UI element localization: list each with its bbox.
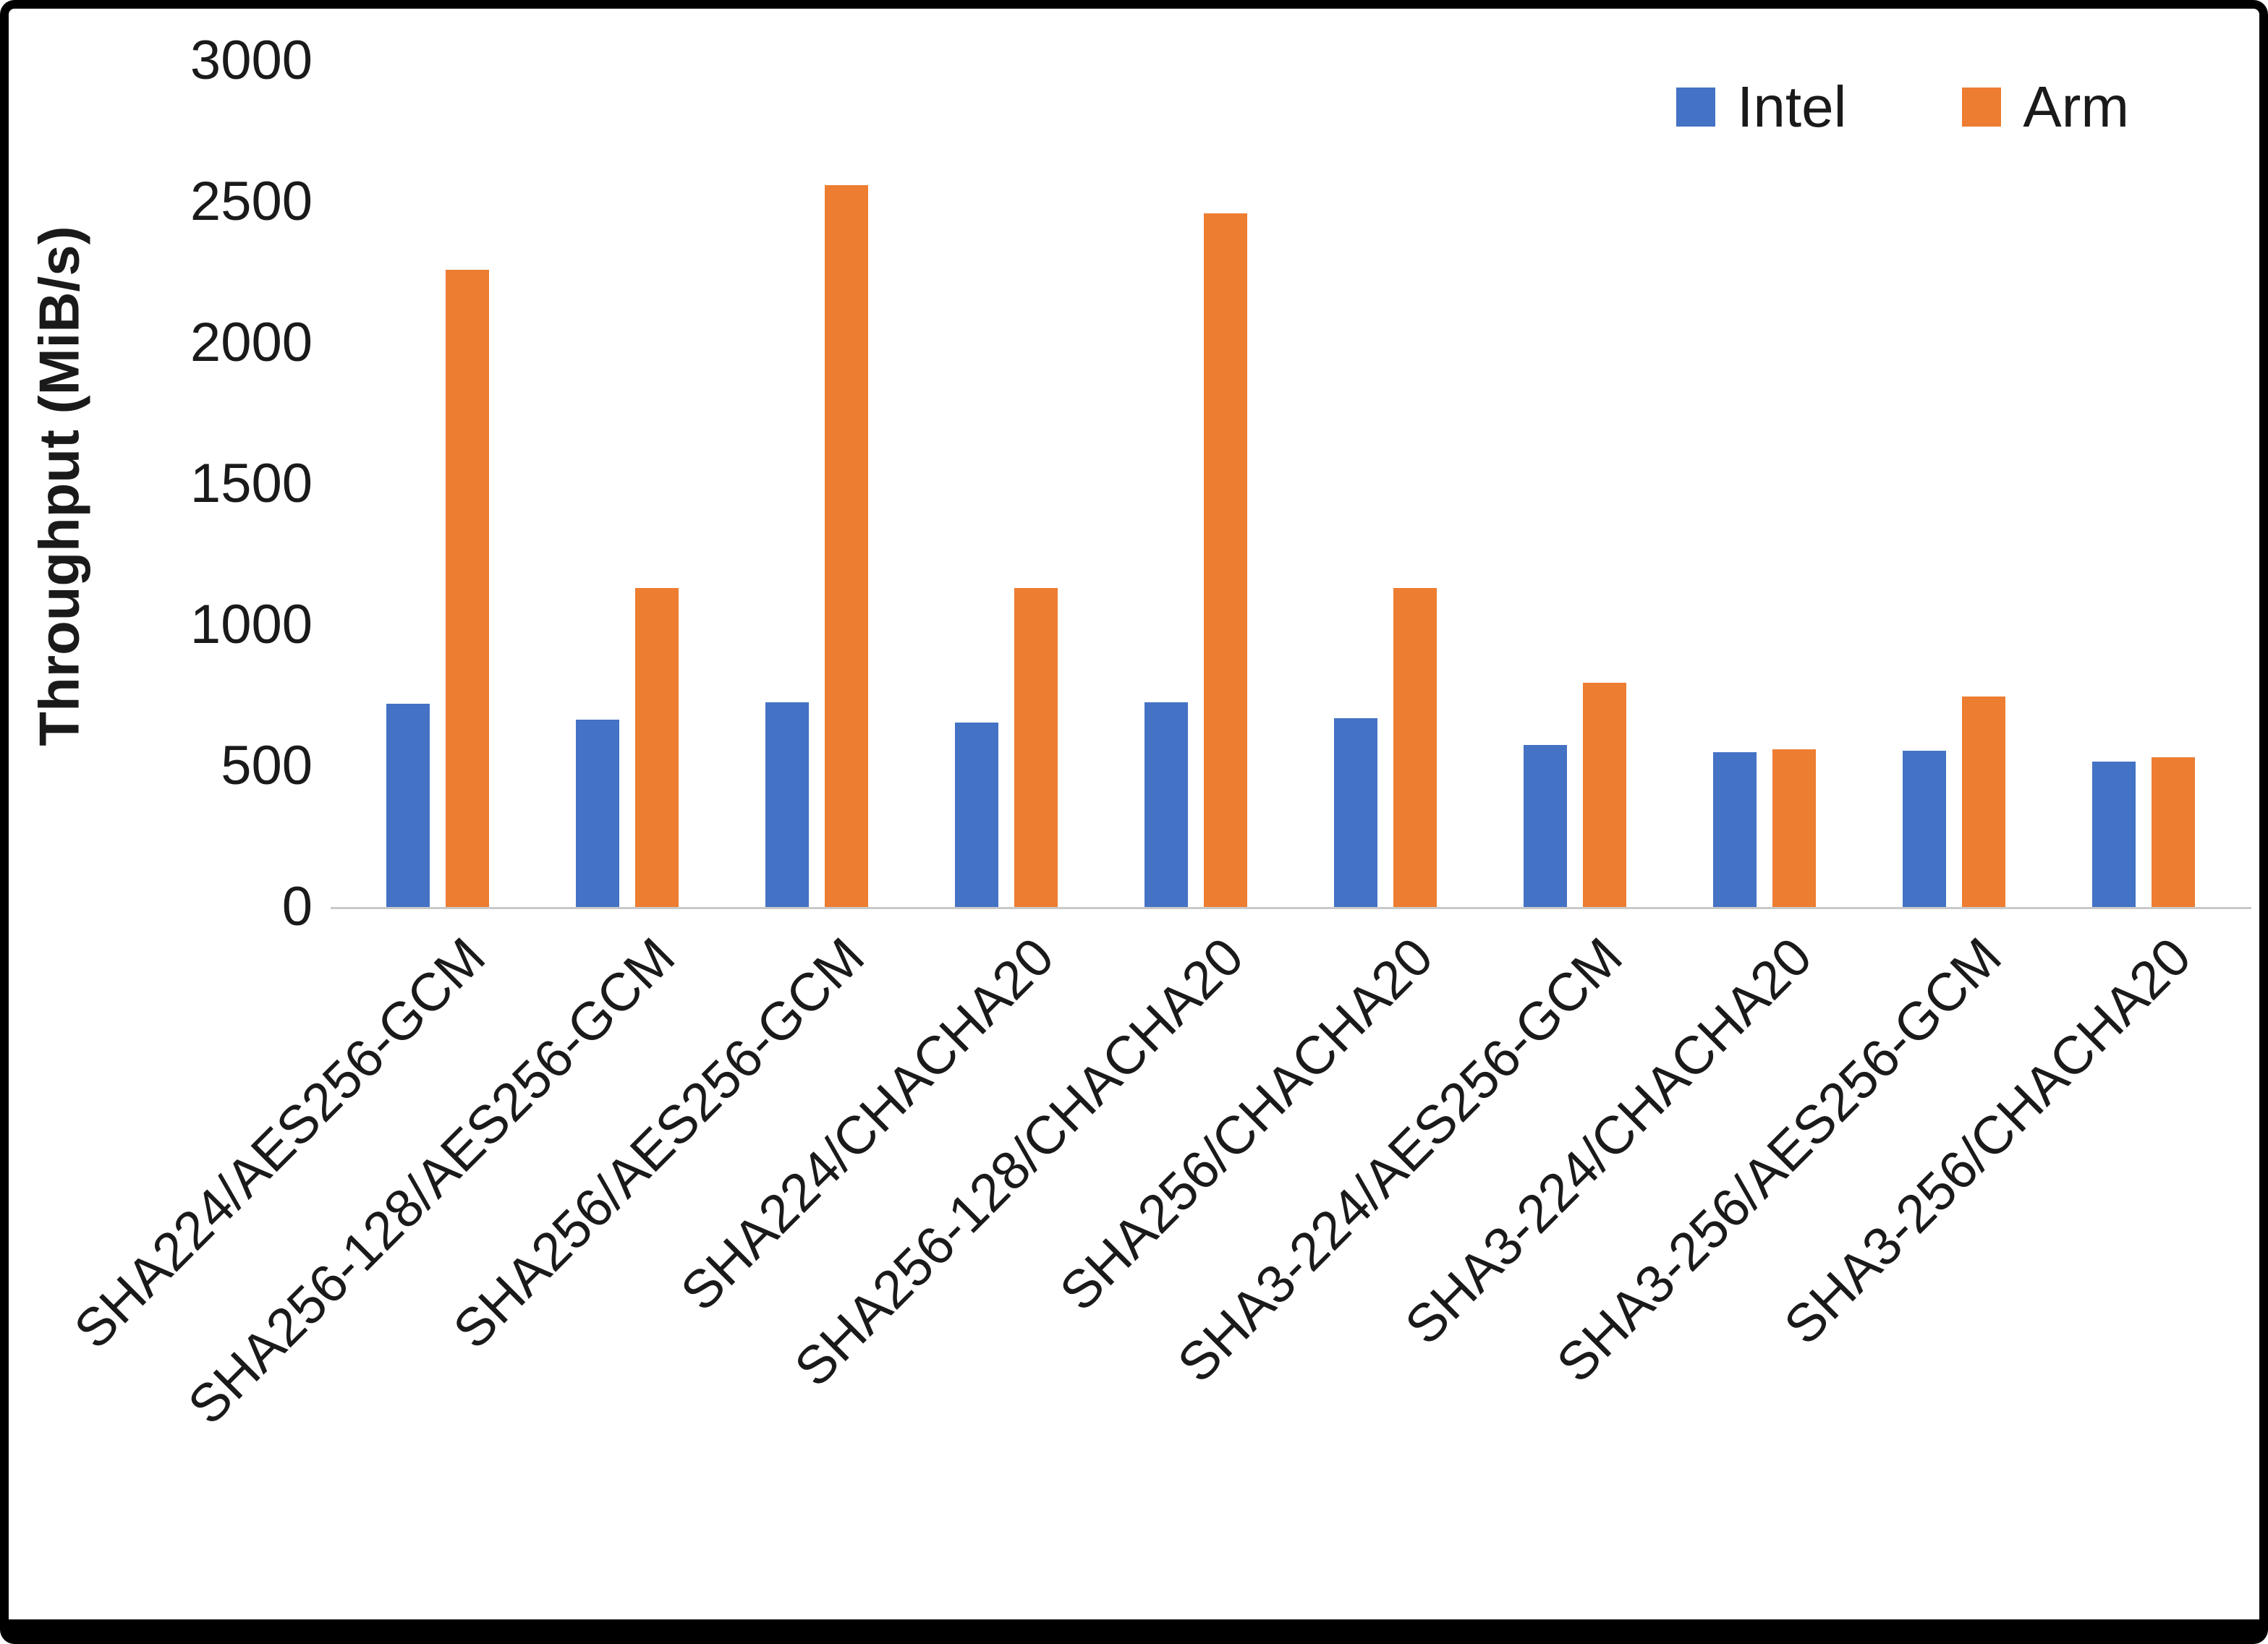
bar-arm-1	[635, 588, 679, 907]
bar-intel-2	[765, 702, 809, 907]
plot-area	[343, 61, 2238, 907]
bar-intel-8	[1903, 750, 1946, 907]
y-tick-label-1500: 1500	[190, 453, 313, 514]
bar-intel-1	[576, 719, 619, 907]
bar-arm-3	[1014, 588, 1058, 907]
x-category-label-6: SHA3-224/AES256-GCM	[1165, 926, 1634, 1394]
y-tick-label-2000: 2000	[190, 312, 313, 373]
bar-arm-2	[825, 184, 868, 907]
y-tick-label-1000: 1000	[190, 594, 313, 655]
bar-arm-4	[1204, 213, 1247, 907]
bar-arm-6	[1583, 682, 1626, 907]
bar-intel-5	[1334, 717, 1377, 907]
legend-swatch-arm	[1962, 88, 2002, 127]
x-category-label-5: SHA256/CHACHA20	[1048, 926, 1445, 1322]
bar-arm-0	[446, 269, 489, 907]
y-tick-label-0: 0	[281, 876, 313, 937]
y-tick-label-3000: 3000	[190, 30, 313, 91]
bar-arm-8	[1962, 697, 2005, 907]
bar-intel-9	[2092, 762, 2136, 907]
legend-label-arm: Arm	[2023, 74, 2129, 139]
bar-arm-9	[2152, 757, 2195, 907]
bar-arm-5	[1393, 588, 1437, 907]
x-category-label-8: SHA3-256/AES256-GCM	[1545, 926, 2013, 1394]
x-category-label-7: SHA3-224/CHACHA20	[1393, 926, 1824, 1356]
x-category-label-4: SHA256-128/CHACHA20	[783, 926, 1255, 1398]
legend-label-intel: Intel	[1737, 74, 1847, 139]
bar-intel-0	[386, 704, 430, 907]
legend: Intel Arm	[1676, 78, 2129, 136]
y-tick-label-500: 500	[221, 735, 313, 796]
bar-intel-3	[955, 722, 998, 907]
x-category-label-9: SHA3-256/CHACHA20	[1772, 926, 2203, 1356]
y-axis-tick-labels: 0 500 1000 1500 2000 2500 3000	[9, 9, 313, 1619]
bar-intel-4	[1144, 702, 1188, 907]
legend-swatch-intel	[1676, 88, 1716, 127]
y-tick-label-2500: 2500	[190, 171, 313, 232]
bar-arm-7	[1772, 749, 1816, 907]
x-category-label-2: SHA256/AES256-GCM	[441, 926, 876, 1360]
x-category-label-3: SHA224/CHACHA20	[668, 926, 1066, 1322]
x-axis-line	[331, 907, 2251, 909]
bar-chart: Throughput (MiB/s) 0 500 1000 1500 2000 2500 3…	[9, 9, 2259, 1619]
bar-intel-7	[1713, 751, 1757, 907]
bar-intel-6	[1524, 744, 1567, 907]
legend-item-arm: Arm	[1962, 78, 2129, 136]
legend-item-intel: Intel	[1676, 78, 1846, 136]
